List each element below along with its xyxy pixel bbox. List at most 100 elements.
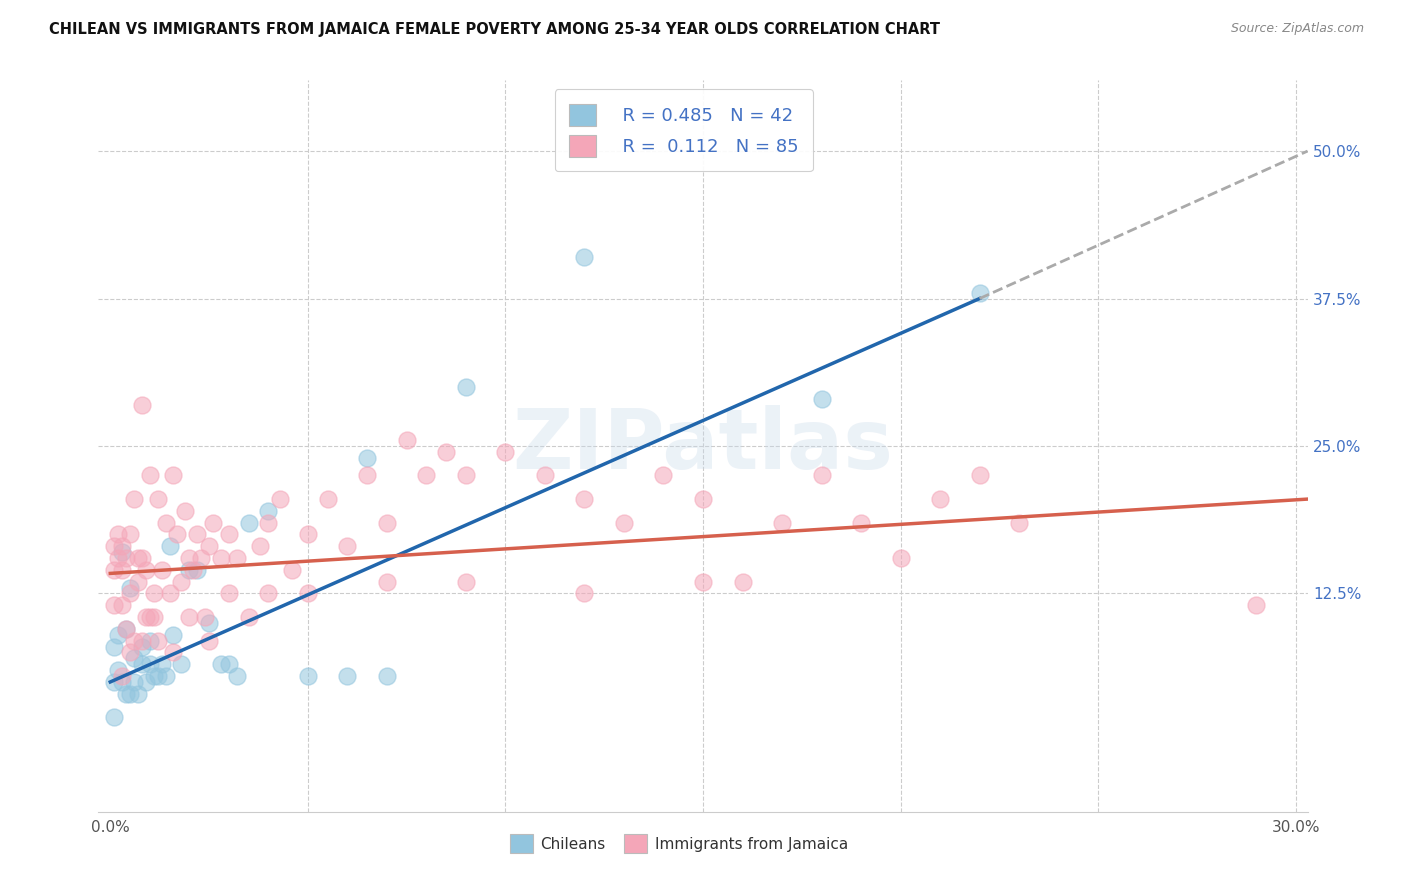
Point [170, 574, 193, 589]
Point [731, 574, 754, 589]
Point [186, 527, 208, 541]
Point [209, 551, 232, 566]
Point [356, 450, 378, 465]
Point [127, 551, 149, 566]
Point [534, 468, 557, 483]
Point [103, 640, 125, 654]
Point [131, 398, 153, 412]
Point [574, 492, 596, 507]
Text: Source: ZipAtlas.com: Source: ZipAtlas.com [1230, 22, 1364, 36]
Point [454, 574, 477, 589]
Point [297, 669, 319, 683]
Point [186, 563, 208, 577]
Point [103, 710, 125, 724]
Point [159, 539, 181, 553]
Point [969, 468, 991, 483]
Point [218, 657, 240, 672]
Point [111, 563, 134, 577]
Point [890, 551, 912, 566]
Point [103, 675, 125, 690]
Point [257, 516, 280, 530]
Point [111, 675, 134, 690]
Point [218, 586, 240, 600]
Point [118, 581, 141, 595]
Point [135, 563, 157, 577]
Point [111, 599, 134, 613]
Point [415, 468, 437, 483]
Point [107, 628, 129, 642]
Point [810, 392, 832, 406]
Point [181, 563, 204, 577]
Point [202, 516, 225, 530]
Point [118, 645, 141, 659]
Point [238, 516, 260, 530]
Point [1008, 516, 1031, 530]
Point [142, 586, 165, 600]
Point [692, 574, 714, 589]
Point [190, 551, 212, 566]
Point [115, 551, 138, 566]
Point [929, 492, 952, 507]
Point [142, 669, 165, 683]
Point [375, 669, 398, 683]
Point [574, 250, 596, 264]
Point [139, 633, 162, 648]
Point [131, 633, 153, 648]
Point [849, 516, 872, 530]
Point [269, 492, 291, 507]
Point [454, 468, 477, 483]
Point [336, 539, 359, 553]
Point [139, 657, 162, 672]
Point [162, 645, 184, 659]
Point [810, 468, 832, 483]
Point [118, 586, 141, 600]
Point [692, 492, 714, 507]
Point [375, 574, 398, 589]
Point [139, 610, 162, 624]
Point [174, 504, 197, 518]
Point [118, 687, 141, 701]
Text: ZIPatlas: ZIPatlas [513, 406, 893, 486]
Point [115, 687, 138, 701]
Point [155, 669, 177, 683]
Point [770, 516, 793, 530]
Point [115, 622, 138, 636]
Point [297, 527, 319, 541]
Point [122, 492, 145, 507]
Point [336, 669, 359, 683]
Point [159, 586, 181, 600]
Point [146, 633, 169, 648]
Point [122, 651, 145, 665]
Point [198, 633, 221, 648]
Point [111, 539, 134, 553]
Point [969, 285, 991, 300]
Point [166, 527, 188, 541]
Point [103, 539, 125, 553]
Point [395, 433, 418, 447]
Point [198, 539, 221, 553]
Point [111, 669, 134, 683]
Point [434, 445, 457, 459]
Point [162, 468, 184, 483]
Point [142, 610, 165, 624]
Point [115, 622, 138, 636]
Point [103, 599, 125, 613]
Point [127, 687, 149, 701]
Point [146, 492, 169, 507]
Point [111, 545, 134, 559]
Point [194, 610, 217, 624]
Point [170, 657, 193, 672]
Point [162, 628, 184, 642]
Point [494, 445, 516, 459]
Point [139, 468, 162, 483]
Point [179, 610, 201, 624]
Point [209, 657, 232, 672]
Point [249, 539, 271, 553]
Point [150, 657, 173, 672]
Point [218, 527, 240, 541]
Point [652, 468, 675, 483]
Point [107, 527, 129, 541]
Point [135, 610, 157, 624]
Point [103, 563, 125, 577]
Point [122, 633, 145, 648]
